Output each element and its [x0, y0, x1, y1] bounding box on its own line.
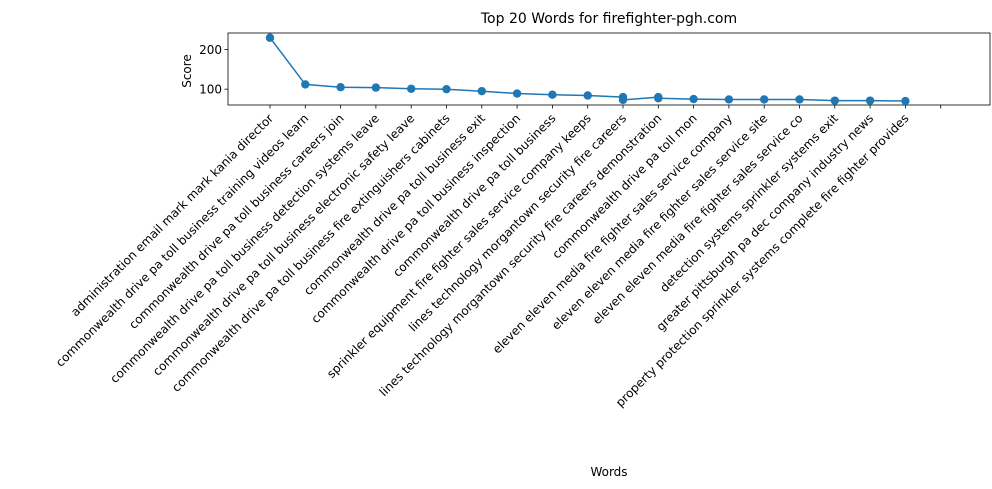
y-axis-label: Score	[180, 54, 194, 88]
y-tick-label: 100	[199, 83, 222, 97]
data-point	[265, 33, 275, 42]
data-point	[795, 95, 804, 104]
data-point	[724, 95, 734, 104]
data-point	[301, 80, 310, 89]
x-tick-label: sprinkler equipment fire fighter sales s…	[324, 111, 594, 381]
data-point	[371, 83, 381, 92]
data-point	[548, 90, 557, 99]
x-axis-label: Words	[590, 465, 627, 479]
x-tick-label: commonwealth drive pa toll business	[390, 111, 558, 279]
data-point	[830, 96, 839, 105]
y-tick-label: 200	[199, 43, 222, 57]
x-tick-label: commonwealth drive pa toll business trai…	[53, 111, 311, 369]
data-point	[901, 96, 910, 106]
chart-title: Top 20 Words for firefighter-pgh.com	[480, 11, 737, 27]
x-tick-label: commonwealth drive pa toll business elec…	[150, 111, 417, 378]
data-point	[336, 82, 345, 92]
data-point	[760, 95, 769, 104]
data-point	[512, 89, 522, 98]
data-point	[618, 95, 628, 105]
data-point	[477, 86, 486, 96]
data-point	[689, 94, 698, 104]
data-point	[583, 91, 592, 100]
data-point	[442, 84, 451, 94]
plot-frame	[227, 32, 991, 106]
data-point	[407, 84, 416, 93]
data-point	[654, 94, 663, 103]
data-point	[865, 96, 875, 105]
